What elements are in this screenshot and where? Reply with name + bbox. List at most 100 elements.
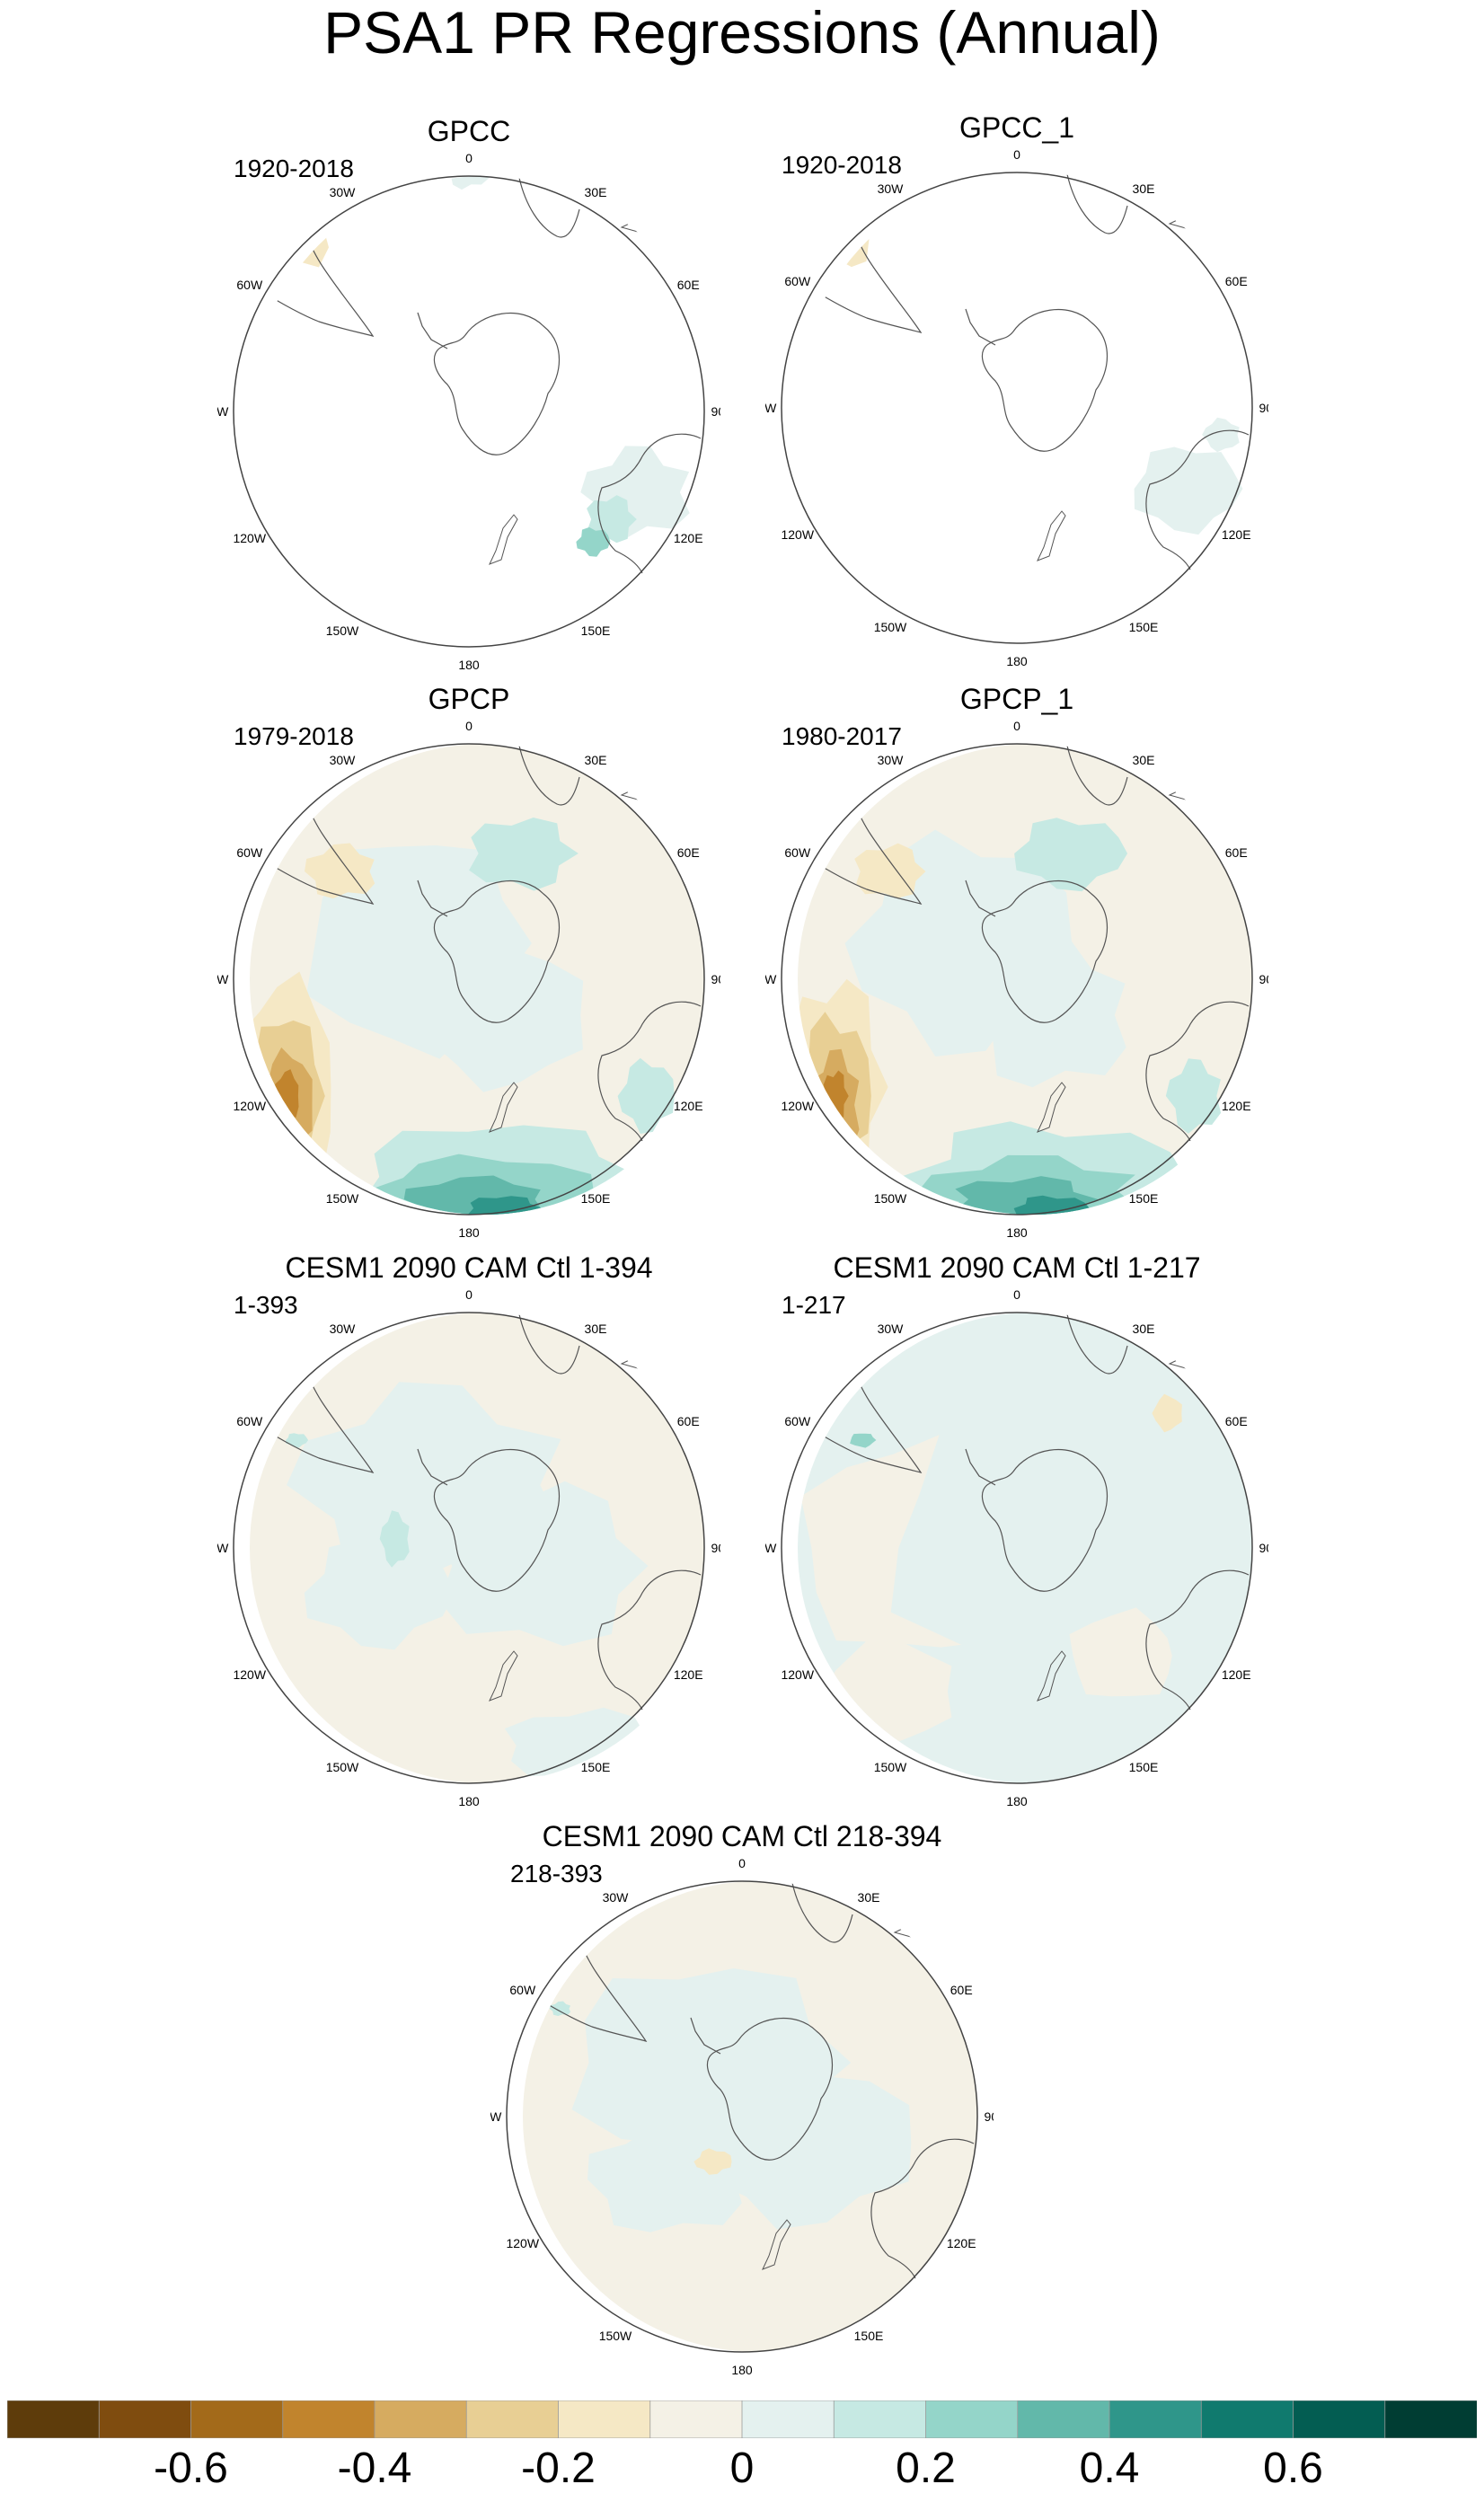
polar-map: 0 30E 60E 90E 120E 150E 180 150W 120W 90W 60W 30W: [217, 1278, 720, 1817]
longitude-label: 150W: [874, 1191, 907, 1206]
longitude-label: 150E: [854, 2329, 884, 2343]
longitude-label: 30W: [330, 185, 357, 199]
regression-contour: [276, 194, 305, 234]
colorbar-swatch: [191, 2400, 284, 2438]
polar-map: 0 30E 60E 90E 120E 150E 180 150W 120W 90W 60W 30W: [765, 710, 1268, 1249]
colorbar-swatch: [466, 2400, 559, 2438]
regression-contour: [813, 167, 877, 267]
colorbar-tick-label: 0.2: [896, 2447, 956, 2490]
longitude-label: 0: [465, 151, 473, 165]
colorbar-tick-label: 0.6: [1263, 2447, 1323, 2490]
madagascar-coastline: [1170, 785, 1190, 800]
longitude-label: 150W: [326, 1760, 359, 1774]
longitude-label: 60W: [236, 1414, 263, 1428]
colorbar: [7, 2400, 1477, 2438]
colorbar-swatch: [99, 2400, 191, 2438]
longitude-label: 90W: [765, 1541, 777, 1555]
colorbar-swatch: [283, 2400, 375, 2438]
longitude-label: 180: [458, 1225, 480, 1240]
longitude-label: 180: [1006, 1794, 1028, 1808]
madagascar-coastline: [1170, 1354, 1190, 1368]
longitude-label: 150W: [874, 620, 907, 634]
colorbar-swatch: [1294, 2400, 1386, 2438]
longitude-label: 90E: [711, 404, 720, 419]
madagascar-coastline: [622, 1354, 642, 1368]
longitude-label: 150E: [1129, 1191, 1159, 1206]
longitude-label: 90W: [765, 401, 777, 415]
longitude-label: 90E: [711, 972, 720, 986]
longitude-label: 120E: [1222, 1667, 1251, 1682]
longitude-label: 30E: [585, 185, 607, 199]
longitude-label: 90E: [1259, 972, 1268, 986]
longitude-label: 60E: [1225, 1414, 1248, 1428]
longitude-label: 120W: [781, 1099, 814, 1113]
longitude-label: 0: [465, 719, 473, 733]
polar-map: 0 30E 60E 90E 120E 150E 180 150W 120W 90W 60W 30W: [765, 138, 1268, 677]
longitude-label: 120W: [506, 2236, 539, 2250]
longitude-label: 30W: [878, 1322, 905, 1336]
colorbar-swatch: [559, 2400, 651, 2438]
longitude-label: 90W: [217, 404, 229, 419]
colorbar-swatch: [834, 2400, 926, 2438]
panel-gpcc: GPCC 1920-2018 030E60E90E120E150E180150W…: [217, 115, 720, 672]
longitude-label: 120E: [674, 1667, 703, 1682]
longitude-label: 120E: [674, 531, 703, 545]
longitude-label: 90W: [765, 972, 777, 986]
longitude-label: 60W: [236, 278, 263, 292]
madagascar-coastline: [1170, 214, 1190, 228]
colorbar-swatch: [1018, 2400, 1110, 2438]
longitude-label: 30W: [330, 753, 357, 767]
longitude-label: 60W: [784, 274, 811, 288]
longitude-label: 150E: [1129, 1760, 1159, 1774]
longitude-label: 60E: [950, 1983, 973, 1997]
longitude-label: 90E: [1259, 401, 1268, 415]
longitude-label: 150W: [326, 1191, 359, 1206]
colorbar-tick-label: -0.6: [154, 2447, 228, 2490]
longitude-label: 60W: [784, 845, 811, 860]
panel-cesm1-1-394: CESM1 2090 CAM Ctl 1-394 1-393 030E60E90…: [217, 1251, 720, 1808]
polar-map: 0 30E 60E 90E 120E 150E 180 150W 120W 90W 60W 30W: [217, 142, 720, 681]
longitude-label: 60E: [677, 278, 700, 292]
longitude-label: 30W: [330, 1322, 357, 1336]
figure-title: PSA1 PR Regressions (Annual): [0, 0, 1484, 65]
longitude-label: 0: [465, 1287, 473, 1302]
longitude-label: 30E: [1133, 1322, 1155, 1336]
longitude-label: 30W: [878, 753, 905, 767]
colorbar-swatch: [1109, 2400, 1202, 2438]
longitude-label: 60W: [236, 845, 263, 860]
regression-contour: [261, 167, 329, 278]
panel-cesm1-1-217: CESM1 2090 CAM Ctl 1-217 1-217 030E60E90…: [765, 1251, 1268, 1808]
longitude-label: 60E: [1225, 274, 1248, 288]
longitude-label: 150E: [1129, 620, 1159, 634]
longitude-label: 0: [1013, 147, 1020, 162]
longitude-label: 30E: [1133, 181, 1155, 196]
longitude-label: 180: [458, 1794, 480, 1808]
panel-gpcp: GPCP 1979-2018 030E60E90E120E150E180150W…: [217, 683, 720, 1240]
polar-map: 0 30E 60E 90E 120E 150E 180 150W 120W 90W 60W 30W: [765, 1278, 1268, 1817]
longitude-label: 180: [1006, 654, 1028, 668]
longitude-label: 0: [738, 1856, 746, 1870]
longitude-label: 150E: [581, 1760, 611, 1774]
colorbar-tick-label: 0: [730, 2447, 755, 2490]
longitude-label: 120E: [947, 2236, 976, 2250]
longitude-label: 90W: [217, 1541, 229, 1555]
longitude-label: 150E: [581, 623, 611, 638]
longitude-label: 180: [731, 2363, 753, 2377]
colorbar-tick-label: -0.4: [338, 2447, 412, 2490]
colorbar-swatch: [375, 2400, 467, 2438]
madagascar-coastline: [622, 785, 642, 800]
longitude-label: 90E: [1259, 1541, 1268, 1555]
longitude-label: 30E: [585, 1322, 607, 1336]
longitude-label: 120W: [781, 527, 814, 542]
longitude-label: 60W: [509, 1983, 536, 1997]
longitude-label: 90E: [711, 1541, 720, 1555]
longitude-label: 120W: [233, 1099, 266, 1113]
polar-map: 0 30E 60E 90E 120E 150E 180 150W 120W 90W 60W 30W: [217, 710, 720, 1249]
longitude-label: 30E: [1133, 753, 1155, 767]
colorbar-swatch: [926, 2400, 1019, 2438]
longitude-label: 30E: [585, 753, 607, 767]
longitude-label: 0: [1013, 719, 1020, 733]
longitude-label: 180: [1006, 1225, 1028, 1240]
panel-gpcp-1: GPCP_1 1980-2017 0 30E 60E 90E 120E 150E 180 15…: [765, 683, 1268, 1240]
longitude-label: 150W: [599, 2329, 632, 2343]
